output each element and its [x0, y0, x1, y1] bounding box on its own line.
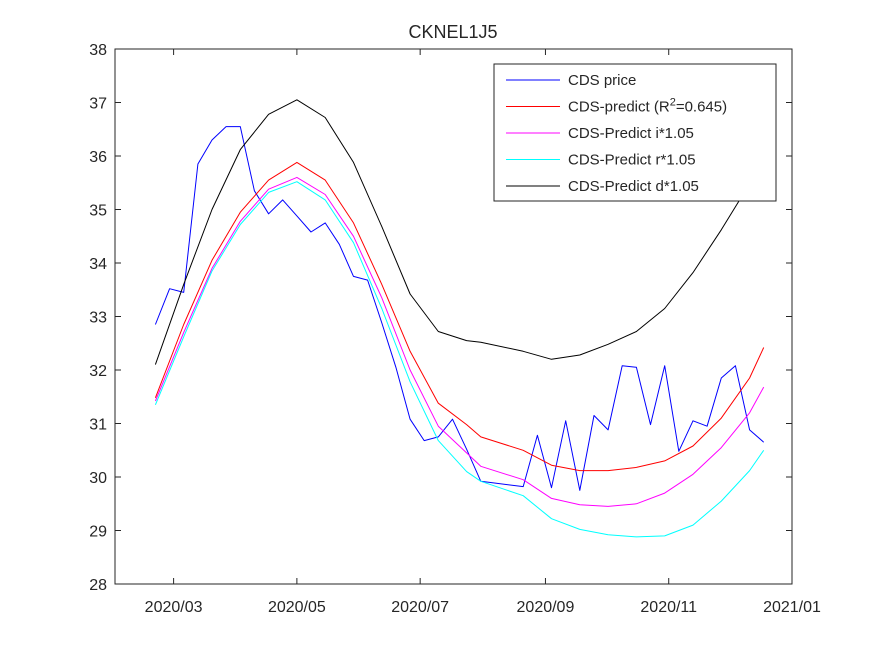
x-tick-label: 2020/09 [517, 599, 575, 616]
y-tick-label: 33 [89, 310, 107, 327]
y-tick-label: 34 [89, 256, 107, 273]
y-tick-label: 32 [89, 363, 107, 380]
legend-label-4: CDS-Predict d*1.05 [568, 178, 699, 195]
y-tick-label: 30 [89, 470, 107, 487]
legend: CDS price CDS-predict (R2=0.645) CDS-Predi… [493, 63, 777, 202]
x-tick-label: 2020/07 [391, 599, 449, 616]
y-tick-label: 38 [89, 42, 107, 59]
x-tick-label: 2020/05 [268, 599, 326, 616]
y-tick-label: 36 [89, 149, 107, 166]
y-tick-label: 28 [89, 577, 107, 594]
series-line-0 [154, 126, 765, 491]
y-tick-label: 37 [89, 96, 107, 113]
y-axis: 28 29 30 31 32 33 34 35 36 37 38 [89, 42, 792, 594]
series-line-2 [154, 176, 765, 507]
x-axis: 2020/03 2020/05 2020/07 2020/09 2020/11 2021/… [145, 49, 821, 616]
legend-label-1: CDS-predict (R2=0.645) [568, 97, 727, 116]
series-line-3 [154, 181, 765, 538]
series-layer [154, 99, 765, 538]
y-tick-label: 31 [89, 417, 107, 434]
y-tick-label: 35 [89, 203, 107, 220]
series-line-4 [154, 99, 765, 365]
legend-label-0: CDS price [568, 72, 636, 89]
x-tick-label: 2020/11 [640, 599, 697, 616]
series-line-1 [154, 161, 765, 472]
chart-title: CKNEL1J5 [408, 22, 497, 42]
x-tick-label: 2021/01 [763, 599, 821, 616]
legend-label-2: CDS-Predict i*1.05 [568, 125, 694, 142]
y-tick-label: 29 [89, 524, 107, 541]
legend-label-3: CDS-Predict r*1.05 [568, 152, 696, 169]
x-tick-label: 2020/03 [145, 599, 203, 616]
